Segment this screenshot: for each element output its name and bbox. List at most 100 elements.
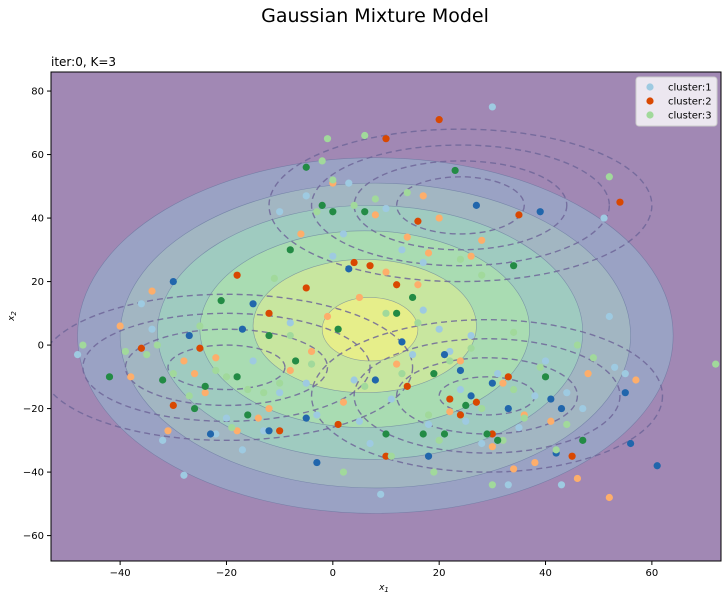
point-cluster-1-light-45 xyxy=(302,192,310,200)
point-cluster-2-dark-0 xyxy=(137,344,145,352)
point-cluster-1-light-3 xyxy=(159,436,167,444)
point-cluster-2-light-2 xyxy=(148,287,156,295)
point-cluster-3-dark-26 xyxy=(292,357,300,365)
point-cluster-1-light-12 xyxy=(302,379,310,387)
point-cluster-3-light-45 xyxy=(510,328,518,336)
point-cluster-2-dark-9 xyxy=(382,452,390,460)
component-3-contour-1 xyxy=(310,318,664,473)
point-cluster-1-light-11 xyxy=(286,319,294,327)
point-cluster-3-light-19 xyxy=(371,195,379,203)
point-cluster-3-dark-15 xyxy=(419,430,427,438)
point-cluster-3-light-0 xyxy=(79,341,87,349)
point-cluster-1-light-9 xyxy=(260,427,268,435)
point-cluster-1-light-21 xyxy=(398,246,406,254)
point-cluster-2-light-14 xyxy=(339,398,348,406)
point-cluster-1-dark-17 xyxy=(547,395,555,403)
point-cluster-3-dark-21 xyxy=(494,436,502,444)
point-cluster-3-light-12 xyxy=(286,331,294,340)
point-cluster-2-light-25 xyxy=(467,252,475,260)
point-cluster-2-light-19 xyxy=(403,233,411,241)
point-cluster-3-dark-19 xyxy=(462,401,470,410)
point-cluster-2-light-3 xyxy=(164,427,172,435)
point-cluster-2-dark-23 xyxy=(302,284,310,292)
legend-marker-cluster-2 xyxy=(646,97,654,105)
point-cluster-1-light-22 xyxy=(408,351,417,359)
point-cluster-3-light-4 xyxy=(169,370,177,378)
point-cluster-3-light-25 xyxy=(446,357,454,365)
point-cluster-3-light-24 xyxy=(435,436,443,444)
x-tick-label: 40 xyxy=(539,568,552,579)
legend-marker-cluster-3 xyxy=(646,111,654,119)
point-cluster-2-dark-13 xyxy=(435,116,443,124)
point-cluster-3-light-36 xyxy=(589,354,597,362)
point-cluster-1-dark-15 xyxy=(504,404,512,413)
point-cluster-1-light-31 xyxy=(488,103,496,111)
point-cluster-1-light-14 xyxy=(329,252,337,260)
y-tick-label: −20 xyxy=(23,404,44,415)
point-cluster-3-light-44 xyxy=(456,255,465,263)
point-cluster-3-light-1 xyxy=(121,347,130,356)
point-cluster-1-dark-9 xyxy=(424,452,433,460)
point-cluster-2-dark-6 xyxy=(334,420,342,429)
point-cluster-2-light-18 xyxy=(393,360,401,368)
component-2-contour-1 xyxy=(51,293,414,442)
point-cluster-3-dark-14 xyxy=(393,309,401,317)
point-cluster-3-dark-25 xyxy=(190,404,199,413)
point-cluster-1-dark-22 xyxy=(653,462,661,470)
point-cluster-1-dark-10 xyxy=(440,351,449,359)
point-cluster-3-light-34 xyxy=(563,420,571,429)
legend-marker-cluster-1 xyxy=(646,83,654,91)
point-cluster-1-dark-2 xyxy=(206,430,215,438)
x-tick-label: −20 xyxy=(216,568,237,579)
point-cluster-1-dark-24 xyxy=(345,265,353,273)
plot-frame xyxy=(50,71,722,562)
point-cluster-2-light-23 xyxy=(446,408,454,416)
point-cluster-3-dark-2 xyxy=(201,382,209,390)
point-cluster-2-dark-12 xyxy=(414,217,422,225)
point-cluster-1-dark-8 xyxy=(398,338,406,346)
point-cluster-1-light-39 xyxy=(579,404,587,413)
point-cluster-1-light-47 xyxy=(382,204,390,213)
plot-area xyxy=(50,71,722,562)
filled-contours xyxy=(77,157,674,514)
point-cluster-3-dark-9 xyxy=(318,201,326,209)
point-cluster-3-light-15 xyxy=(329,176,337,184)
point-cluster-2-light-9 xyxy=(254,414,262,422)
point-cluster-2-dark-21 xyxy=(616,198,624,206)
point-cluster-3-light-43 xyxy=(430,468,438,476)
point-cluster-1-dark-19 xyxy=(557,404,566,413)
legend-label-cluster-1: cluster:1 xyxy=(668,83,712,94)
point-cluster-2-light-1 xyxy=(127,373,135,381)
svg-text:x2: x2 xyxy=(7,311,18,322)
x-tick-label: −40 xyxy=(110,568,131,579)
point-cluster-2-light-21 xyxy=(424,249,433,257)
point-cluster-2-dark-18 xyxy=(504,373,512,381)
point-cluster-1-light-28 xyxy=(462,417,470,425)
point-cluster-1-light-1 xyxy=(137,300,145,308)
point-cluster-3-light-49 xyxy=(228,424,236,432)
point-cluster-1-light-26 xyxy=(446,347,454,356)
point-cluster-3-light-22 xyxy=(414,319,422,327)
point-cluster-2-dark-5 xyxy=(276,427,284,435)
point-cluster-3-light-28 xyxy=(488,481,496,489)
point-cluster-1-dark-23 xyxy=(265,427,273,435)
point-cluster-2-light-29 xyxy=(510,465,518,473)
point-cluster-1-light-10 xyxy=(276,389,284,397)
point-cluster-2-dark-17 xyxy=(488,430,496,438)
point-cluster-3-light-11 xyxy=(276,379,284,387)
point-cluster-2-light-17 xyxy=(382,268,390,276)
point-cluster-1-light-15 xyxy=(339,230,348,238)
y-axis-label: x2 xyxy=(7,311,18,322)
point-cluster-3-dark-20 xyxy=(483,430,491,438)
point-cluster-2-light-12 xyxy=(307,347,316,356)
point-cluster-2-light-39 xyxy=(419,192,427,200)
point-cluster-3-light-17 xyxy=(350,201,358,209)
point-cluster-3-light-48 xyxy=(478,271,486,279)
point-cluster-2-light-35 xyxy=(605,493,613,502)
point-cluster-1-light-40 xyxy=(600,214,608,222)
legend-box xyxy=(635,76,718,127)
x-tick-label: 60 xyxy=(646,568,659,579)
point-cluster-3-light-14 xyxy=(318,157,326,165)
point-cluster-2-light-32 xyxy=(547,417,555,425)
point-cluster-1-light-46 xyxy=(345,179,353,187)
